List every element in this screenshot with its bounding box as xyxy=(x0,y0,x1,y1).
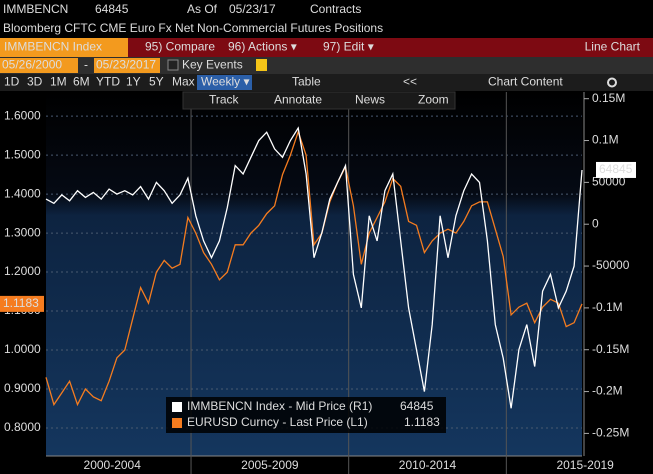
period-button[interactable]: 1Y xyxy=(126,75,141,89)
tool-button[interactable]: Zoom xyxy=(418,93,449,107)
series-line xyxy=(45,129,583,407)
y-tick-label: 1.0000 xyxy=(4,342,41,356)
legend-label: EURUSD Curncy - Last Price (L1) xyxy=(187,415,368,429)
y-tick-label: 1.3000 xyxy=(4,225,41,239)
period-button[interactable]: 1M xyxy=(50,75,67,89)
y-tick-label: 0.9000 xyxy=(4,381,41,395)
legend-swatch xyxy=(172,402,182,412)
y2-tick-label: -50000 xyxy=(592,258,630,272)
period-button[interactable]: Max xyxy=(172,75,195,89)
y2-tick-label: 0 xyxy=(592,216,599,230)
tool-button[interactable]: Track xyxy=(209,93,240,107)
as-of-label: As Of xyxy=(187,2,218,16)
y-tick-label: 1.5000 xyxy=(4,147,41,161)
period-bar xyxy=(0,74,653,91)
y2-tick-label: 50000 xyxy=(592,175,626,189)
key-events: Key Events xyxy=(182,58,243,72)
period-button[interactable]: YTD xyxy=(96,75,120,89)
info-icon[interactable] xyxy=(256,59,267,71)
y2-tick-label: -0.1M xyxy=(592,300,623,314)
legend-value: 1.1183 xyxy=(404,415,440,429)
tool-button[interactable]: News xyxy=(355,93,385,107)
plot-background xyxy=(46,92,582,456)
x-tick-label: 2015-2019 xyxy=(556,458,614,472)
units: Contracts xyxy=(310,2,361,16)
frequency: Weekly ▾ xyxy=(201,75,249,89)
date-field[interactable] xyxy=(0,58,78,73)
y2-tick-label: 0.1M xyxy=(592,133,619,147)
tool-button[interactable]: Annotate xyxy=(274,93,322,107)
x-tick-label: 2010-2014 xyxy=(399,458,457,472)
date-bar xyxy=(0,57,653,74)
legend-swatch xyxy=(172,418,182,428)
legend-label: IMMBENCN Index - Mid Price (R1) xyxy=(187,399,372,413)
date-field[interactable] xyxy=(94,58,160,73)
period-button[interactable]: 5Y xyxy=(149,75,164,89)
checkbox[interactable] xyxy=(167,59,179,71)
security-field[interactable] xyxy=(0,38,128,57)
table-button[interactable]: Table xyxy=(292,75,321,89)
date-separator: - xyxy=(84,58,88,72)
legend xyxy=(166,397,446,433)
series-line xyxy=(45,126,583,409)
legend-value: 64845 xyxy=(400,399,434,413)
ticker-value: 64845 xyxy=(95,2,129,16)
y-tick-label: 1.4000 xyxy=(4,186,41,200)
chart-kind[interactable]: Line Chart xyxy=(585,40,641,54)
collapse-button[interactable]: << xyxy=(403,75,417,89)
menu-item[interactable]: 95) Compare xyxy=(145,40,215,54)
y-tick-label: 1.6000 xyxy=(4,108,41,122)
y-tick-label: 1.2000 xyxy=(4,264,41,278)
menu-item[interactable]: 97) Edit ▾ xyxy=(323,40,374,54)
menu-bar xyxy=(0,38,653,57)
start-date: 05/26/2000 xyxy=(2,58,62,72)
as-of-date: 05/23/17 xyxy=(229,2,276,16)
end-date: 05/23/2017 xyxy=(96,58,156,72)
lines xyxy=(45,126,583,409)
period-button[interactable]: 6M xyxy=(73,75,90,89)
y2-tick-label: -0.15M xyxy=(592,342,629,356)
y2-tick-label: -0.25M xyxy=(592,426,629,440)
period-button[interactable]: 3D xyxy=(27,75,43,89)
security[interactable]: IMMBENCN Index xyxy=(4,40,102,54)
x-tick-label: 2005-2009 xyxy=(241,458,299,472)
chart-content[interactable]: Chart Content xyxy=(488,75,563,89)
ticker: IMMBENCN xyxy=(3,2,68,16)
ui: 64845 1.1183 IMMBENCN Index - Mid Price (R… xyxy=(0,2,641,433)
x-tick-label: 2000-2004 xyxy=(84,458,142,472)
last-value-label: 64845 xyxy=(599,162,633,176)
settings-icon[interactable] xyxy=(607,77,617,88)
chart-toolbar xyxy=(182,91,456,110)
y2-tick-label: 0.15M xyxy=(592,91,625,105)
y-tick-label: 0.8000 xyxy=(4,420,41,434)
last-value-tag xyxy=(0,295,44,312)
frequency-field[interactable] xyxy=(197,75,252,90)
menu-item[interactable]: 96) Actions ▾ xyxy=(228,40,297,54)
y2-tick-label: -0.2M xyxy=(592,384,623,398)
description: Bloomberg CFTC CME Euro Fx Net Non-Comme… xyxy=(3,21,383,35)
last-value-tag xyxy=(596,161,636,178)
period-button[interactable]: 1D xyxy=(4,75,20,89)
last-value-label: 1.1183 xyxy=(3,296,39,310)
